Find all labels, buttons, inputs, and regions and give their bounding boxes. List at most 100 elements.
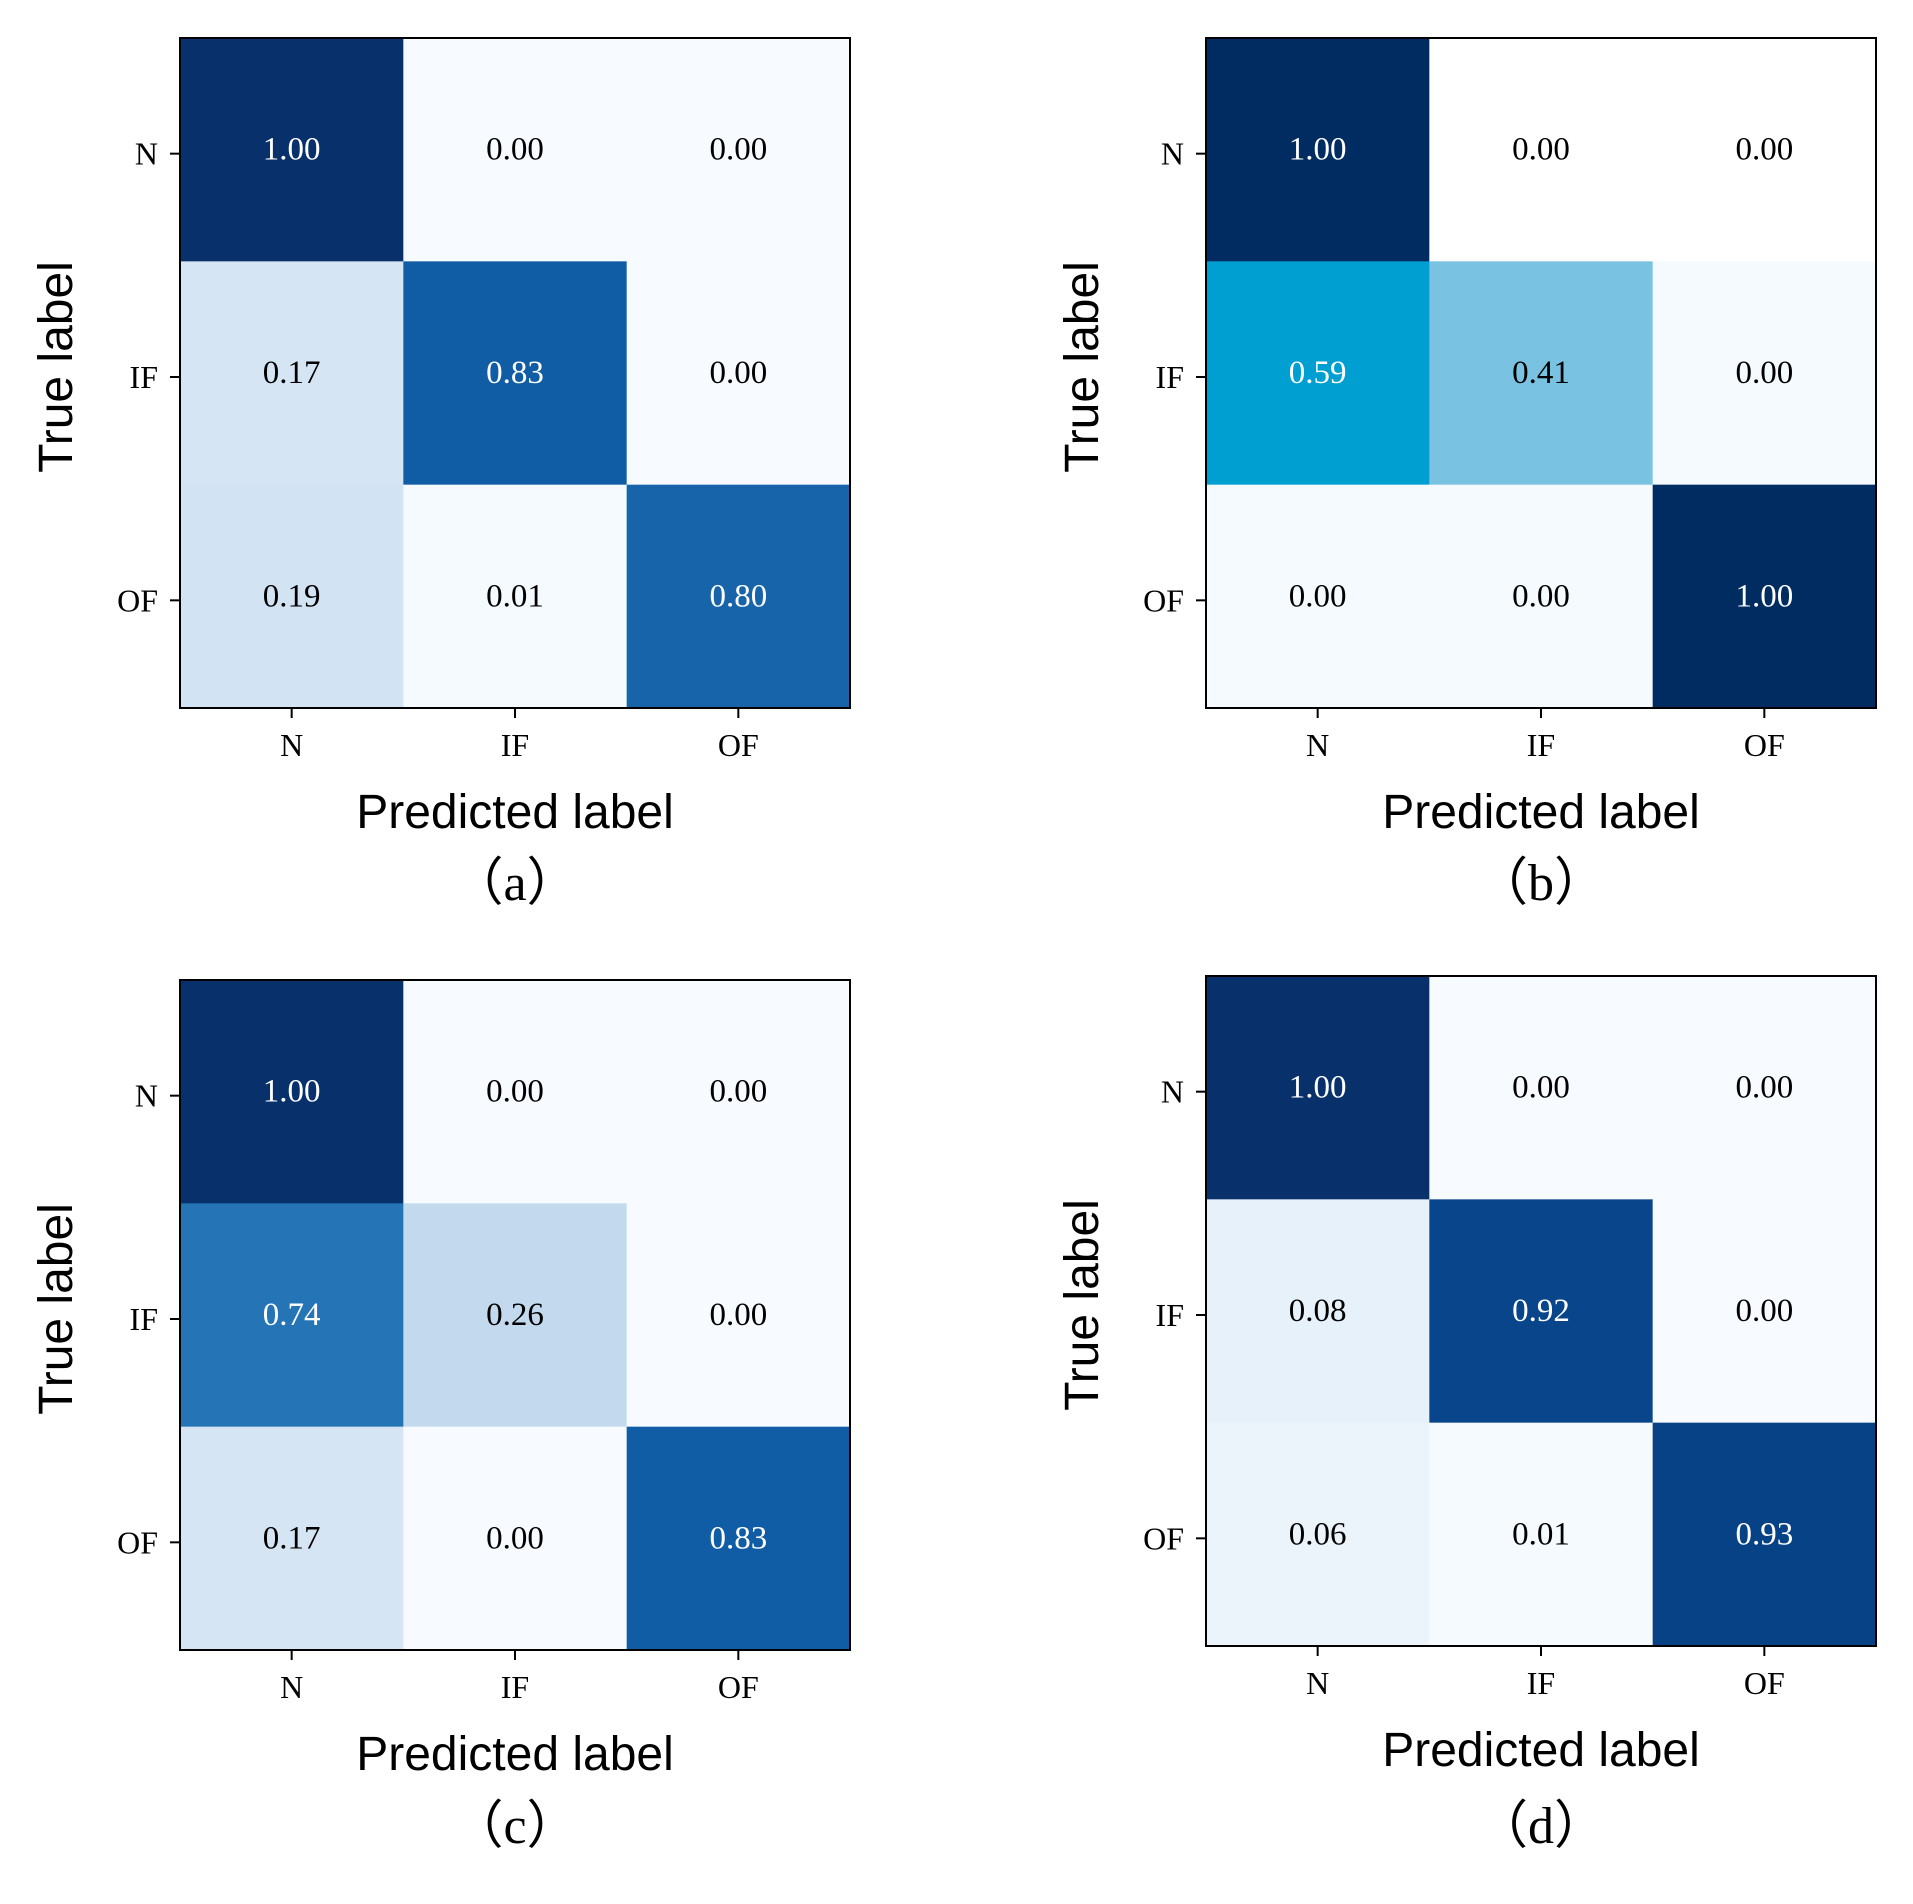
x-tick-label: IF <box>501 727 529 763</box>
heatmap-cell <box>180 261 404 486</box>
cell-value-label: 0.00 <box>1512 1070 1570 1106</box>
cell-value-label: 0.93 <box>1735 1516 1793 1552</box>
y-tick-label: N <box>1161 1074 1184 1110</box>
cell-value-label: 0.00 <box>1735 1293 1793 1329</box>
heatmap-cell <box>403 484 628 709</box>
y-tick-label: OF <box>1143 1520 1184 1556</box>
heatmap-cell <box>180 1426 404 1651</box>
cell-value-label: 0.59 <box>1289 355 1347 391</box>
x-tick-label: IF <box>501 1669 529 1705</box>
cell-value-label: 0.83 <box>709 1520 767 1556</box>
cell-value-label: 1.00 <box>1735 578 1793 614</box>
panel-caption: （a） <box>451 855 578 912</box>
cell-value-label: 0.00 <box>1735 132 1793 168</box>
heatmap-cell <box>403 261 628 486</box>
cell-value-label: 0.00 <box>1512 578 1570 614</box>
cell-value-label: 0.00 <box>1735 1070 1793 1106</box>
y-tick-label: IF <box>130 1301 158 1337</box>
heatmap-cell <box>1429 1199 1654 1424</box>
heatmap-cell <box>180 980 404 1204</box>
heatmap-cell <box>180 38 404 262</box>
x-tick-label: OF <box>1744 1665 1785 1701</box>
y-tick-label: OF <box>117 1524 158 1560</box>
cell-value-label: 0.00 <box>709 1297 767 1333</box>
heatmap-cell <box>1652 261 1877 486</box>
cell-value-label: 0.00 <box>486 1074 544 1110</box>
heatmap-cell <box>1652 484 1877 709</box>
cell-value-label: 0.00 <box>709 1074 767 1110</box>
heatmap-cell <box>1206 261 1430 486</box>
cell-value-label: 1.00 <box>1289 1070 1347 1106</box>
heatmap-cell <box>1429 976 1654 1200</box>
cell-value-label: 1.00 <box>1289 132 1347 168</box>
cell-value-label: 0.00 <box>486 132 544 168</box>
heatmap-cell <box>626 484 851 709</box>
heatmap-cell <box>1652 1199 1877 1424</box>
x-tick-label: N <box>280 1669 303 1705</box>
cell-value-label: 0.19 <box>263 578 321 614</box>
heatmap-cell <box>1206 1422 1430 1647</box>
x-tick-label: IF <box>1527 1665 1555 1701</box>
cell-value-label: 0.80 <box>709 578 767 614</box>
cell-value-label: 0.06 <box>1289 1516 1347 1552</box>
heatmap-cell <box>626 38 851 262</box>
heatmap-cell <box>1429 1422 1654 1647</box>
heatmap-cell <box>180 484 404 709</box>
heatmap-cell <box>1429 484 1654 709</box>
y-axis-label: True label <box>30 1203 83 1415</box>
cell-value-label: 0.83 <box>486 355 544 391</box>
heatmap-cell <box>626 1426 851 1651</box>
cell-value-label: 0.08 <box>1289 1293 1347 1329</box>
panel-d: 1.00 0.00 0.00 0.08 0.92 0.00 0.06 0.01 0.93 N IF O… <box>1056 975 1877 1855</box>
y-tick-label: OF <box>117 582 158 618</box>
cell-value-label: 0.92 <box>1512 1293 1570 1329</box>
y-tick-label: IF <box>1156 1297 1184 1333</box>
y-tick-label: N <box>1161 136 1184 172</box>
panel-a: 1.00 0.00 0.00 0.17 0.83 0.00 0.19 0.01 0.80 N IF O… <box>30 37 851 912</box>
cell-value-label: 0.17 <box>263 1520 321 1556</box>
cell-value-label: 0.01 <box>486 578 544 614</box>
x-tick-label: OF <box>718 1669 759 1705</box>
heatmap-cell <box>180 1203 404 1428</box>
panel-caption: （d） <box>1476 1798 1606 1855</box>
panel-c: 1.00 0.00 0.00 0.74 0.26 0.00 0.17 0.00 0.83 N IF O… <box>30 979 851 1855</box>
y-tick-label: IF <box>130 359 158 395</box>
y-axis-label: True label <box>1056 261 1109 473</box>
cell-value-label: 0.00 <box>709 355 767 391</box>
x-tick-label: IF <box>1527 727 1555 763</box>
x-axis-label: Predicted label <box>356 786 674 839</box>
x-tick-label: N <box>280 727 303 763</box>
y-tick-label: OF <box>1143 582 1184 618</box>
x-tick-label: OF <box>718 727 759 763</box>
panel-caption: （c） <box>451 1798 578 1855</box>
cell-value-label: 0.00 <box>486 1520 544 1556</box>
y-tick-label: N <box>135 1078 158 1114</box>
x-axis-label: Predicted label <box>1382 1724 1700 1777</box>
cell-value-label: 0.26 <box>486 1297 544 1333</box>
panel-caption: （b） <box>1476 855 1606 912</box>
x-tick-label: N <box>1306 727 1329 763</box>
heatmap-cell <box>1429 261 1654 486</box>
heatmap-cell <box>403 38 628 262</box>
heatmap-cell <box>1206 38 1430 262</box>
x-tick-label: N <box>1306 1665 1329 1701</box>
cell-value-label: 0.00 <box>709 132 767 168</box>
heatmap-cell <box>403 980 628 1204</box>
heatmap-cell <box>1652 38 1877 262</box>
cell-value-label: 0.00 <box>1512 132 1570 168</box>
heatmap-cell <box>1206 484 1430 709</box>
heatmap-cell <box>1429 38 1654 262</box>
cell-value-label: 0.00 <box>1289 578 1347 614</box>
x-axis-label: Predicted label <box>1382 786 1700 839</box>
y-tick-label: N <box>135 136 158 172</box>
heatmap-cell <box>626 261 851 486</box>
panel-b: 1.00 0.00 0.00 0.59 0.41 0.00 0.00 0.00 1.00 N IF O… <box>1056 37 1877 912</box>
y-axis-label: True label <box>1056 1199 1109 1411</box>
cell-value-label: 0.41 <box>1512 355 1570 391</box>
cell-value-label: 0.00 <box>1735 355 1793 391</box>
cell-value-label: 0.74 <box>263 1297 321 1333</box>
cell-value-label: 1.00 <box>263 132 321 168</box>
heatmap-cell <box>626 980 851 1204</box>
